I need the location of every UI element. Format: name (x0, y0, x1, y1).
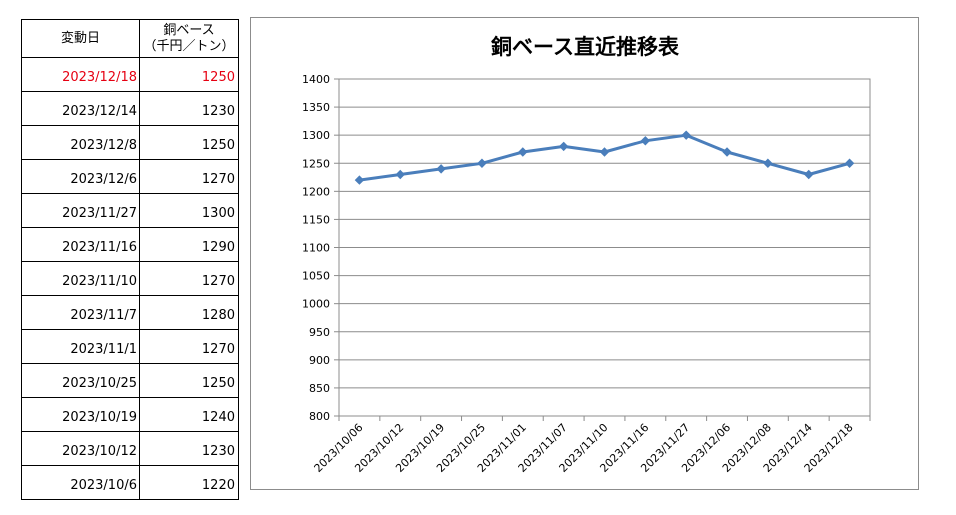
row-date: 2023/11/7 (21, 295, 140, 330)
row-price: 1220 (139, 465, 239, 500)
data-point-marker (763, 158, 773, 168)
row-price: 1270 (139, 159, 239, 194)
table-header-row: 変動日 銅ベース （千円／トン） (21, 19, 239, 58)
data-point-marker (354, 175, 365, 185)
data-point-marker (640, 136, 651, 146)
table-row: 2023/10/19 1240 (21, 397, 239, 432)
row-price: 1270 (139, 329, 239, 364)
table-row: 2023/12/18 1250 (21, 57, 239, 92)
row-date: 2023/10/12 (21, 431, 140, 466)
row-price: 1230 (139, 431, 239, 466)
y-tick-label: 850 (309, 382, 330, 395)
row-price: 1250 (139, 125, 239, 160)
price-header-line2: （千円／トン） (143, 38, 235, 54)
row-price: 1230 (139, 91, 239, 126)
data-point-marker (844, 158, 855, 168)
table-row: 2023/11/16 1290 (21, 227, 239, 262)
row-date: 2023/11/27 (21, 193, 140, 228)
chart-area: 銅ベース直近推移表 800 850 900 950 1000 1050 1100 1150 12… (250, 17, 919, 490)
row-date: 2023/11/16 (21, 227, 140, 262)
data-point-marker (558, 141, 569, 152)
data-point-marker (722, 147, 732, 157)
chart-title: 銅ベース直近推移表 (491, 35, 680, 59)
table-row: 2023/11/7 1280 (21, 295, 239, 330)
series-line (359, 133, 850, 182)
price-history-table: 変動日 銅ベース （千円／トン） 2023/12/18 1250 2023/12/1… (21, 19, 239, 500)
y-tick-label: 1000 (302, 298, 330, 311)
row-date: 2023/12/8 (21, 125, 140, 160)
row-price: 1290 (139, 227, 239, 262)
price-column-header: 銅ベース （千円／トン） (139, 19, 239, 58)
data-point-marker (477, 158, 487, 168)
data-point-marker (599, 147, 610, 157)
table-row: 2023/12/14 1230 (21, 91, 239, 126)
y-tick-label: 1050 (302, 270, 330, 283)
y-tick-label: 1250 (302, 157, 330, 170)
table-row: 2023/10/25 1250 (21, 363, 239, 398)
y-tick-label: 1350 (302, 101, 330, 114)
table-row: 2023/11/27 1300 (21, 193, 239, 228)
data-point-marker (518, 147, 528, 157)
table-row: 2023/10/12 1230 (21, 431, 239, 466)
row-price: 1240 (139, 397, 239, 432)
price-table-body: 変動日 銅ベース （千円／トン） 2023/12/18 1250 2023/12/1… (21, 19, 239, 500)
row-price: 1250 (139, 363, 239, 398)
row-date: 2023/10/19 (21, 397, 140, 432)
row-date: 2023/10/6 (21, 465, 140, 500)
y-tick-label: 1100 (302, 242, 330, 255)
table-row: 2023/12/6 1270 (21, 159, 239, 194)
table-row: 2023/11/1 1270 (21, 329, 239, 364)
price-header-line1: 銅ベース (163, 22, 215, 38)
table-row: 2023/10/6 1220 (21, 465, 239, 500)
row-price: 1250 (139, 57, 239, 92)
data-point-marker (804, 169, 814, 180)
row-price: 1300 (139, 193, 239, 228)
y-tick-label: 900 (309, 354, 330, 367)
row-date: 2023/12/6 (21, 159, 140, 194)
row-date: 2023/11/10 (21, 261, 140, 296)
line-chart: 銅ベース直近推移表 800 850 900 950 1000 1050 1100 1150 12… (302, 35, 871, 475)
y-tick-label: 950 (309, 326, 330, 339)
y-tick-label: 1400 (302, 73, 330, 86)
y-tick-label: 1150 (302, 213, 330, 226)
data-point-marker (436, 164, 446, 174)
plot-area-border (338, 78, 871, 417)
table-row: 2023/11/10 1270 (21, 261, 239, 296)
y-tick-label: 1300 (302, 129, 330, 142)
row-price: 1270 (139, 261, 239, 296)
row-date: 2023/12/14 (21, 91, 140, 126)
row-date: 2023/10/25 (21, 363, 140, 398)
data-point-marker (395, 169, 405, 180)
row-date: 2023/11/1 (21, 329, 140, 364)
date-column-header: 変動日 (21, 19, 140, 58)
row-date: 2023/12/18 (21, 57, 140, 92)
data-point-marker (681, 130, 691, 140)
y-tick-label: 1200 (302, 185, 330, 198)
table-row: 2023/12/8 1250 (21, 125, 239, 160)
y-tick-label: 800 (309, 410, 330, 423)
row-price: 1280 (139, 295, 239, 330)
